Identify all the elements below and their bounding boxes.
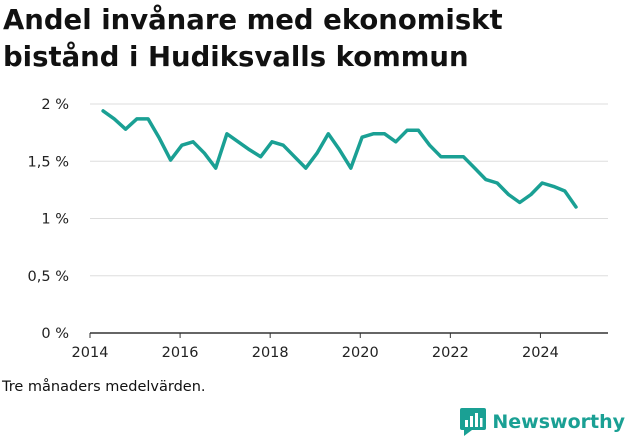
brand-logo: Newsworthy — [460, 406, 625, 438]
chart-title: Andel invånare med ekonomiskt bistånd i … — [3, 4, 503, 73]
footnote: Tre månaders medelvärden. — [2, 379, 206, 395]
x-tick-label: 2016 — [162, 345, 199, 361]
y-tick-label: 2 % — [41, 97, 69, 113]
y-tick-label: 0 % — [41, 326, 69, 342]
y-tick-label: 1 % — [41, 212, 69, 228]
y-tick-label: 0,5 % — [28, 269, 69, 285]
brand-name: Newsworthy — [492, 411, 625, 433]
x-axis-ticks: 2014 2016 2018 2020 2022 2024 — [72, 333, 559, 361]
x-tick-label: 2020 — [342, 345, 379, 361]
line-chart: 0 % 0,5 % 1 % 1,5 % 2 % 2014 2016 2018 2020 2022… — [28, 97, 608, 361]
newsworthy-logo-icon — [460, 408, 487, 436]
grid-lines — [90, 103, 608, 334]
x-tick-label: 2024 — [522, 345, 559, 361]
x-tick-label: 2022 — [432, 345, 469, 361]
y-axis-ticks: 0 % 0,5 % 1 % 1,5 % 2 % — [28, 97, 69, 342]
x-tick-label: 2018 — [252, 345, 289, 361]
y-tick-label: 1,5 % — [28, 154, 69, 170]
data-line — [101, 109, 578, 209]
x-tick-label: 2014 — [72, 345, 109, 361]
